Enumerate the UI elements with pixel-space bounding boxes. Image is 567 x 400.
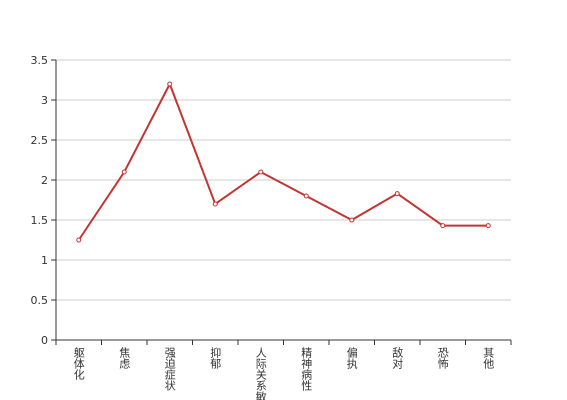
point (349, 217, 355, 223)
x-tick-label: 焦虑 (118, 347, 131, 369)
y-tick-label: 1 (41, 254, 48, 267)
y-tick-label: 2.5 (31, 134, 49, 147)
x-tick-label: 人际关系敏感 (254, 347, 267, 400)
point (303, 193, 309, 199)
point (258, 169, 264, 175)
x-tick-label: 恐怖 (436, 347, 449, 369)
x-tick-label: 精神病性 (300, 347, 313, 392)
y-tick-label: 0 (41, 334, 48, 347)
x-tick-label: 敌对 (391, 346, 404, 369)
point (485, 223, 491, 229)
point (394, 191, 400, 197)
y-tick-label: 3.5 (31, 54, 49, 67)
point (440, 223, 446, 229)
y-tick-label: 1.5 (31, 214, 49, 227)
point (212, 201, 218, 207)
y-tick-label: 0.5 (31, 294, 49, 307)
x-tick-label: 偏执 (345, 346, 358, 370)
y-tick-label: 2 (41, 174, 48, 187)
point (76, 237, 82, 243)
x-tick-label: 强迫症状 (163, 347, 176, 391)
x-tick-label: 其他 (482, 347, 495, 369)
x-tick-label: 抑郁 (209, 346, 222, 369)
point (167, 81, 173, 87)
point (121, 169, 127, 175)
line (77, 81, 489, 241)
x-tick-label: 躯体化 (72, 347, 85, 381)
y-tick-label: 3 (41, 94, 48, 107)
